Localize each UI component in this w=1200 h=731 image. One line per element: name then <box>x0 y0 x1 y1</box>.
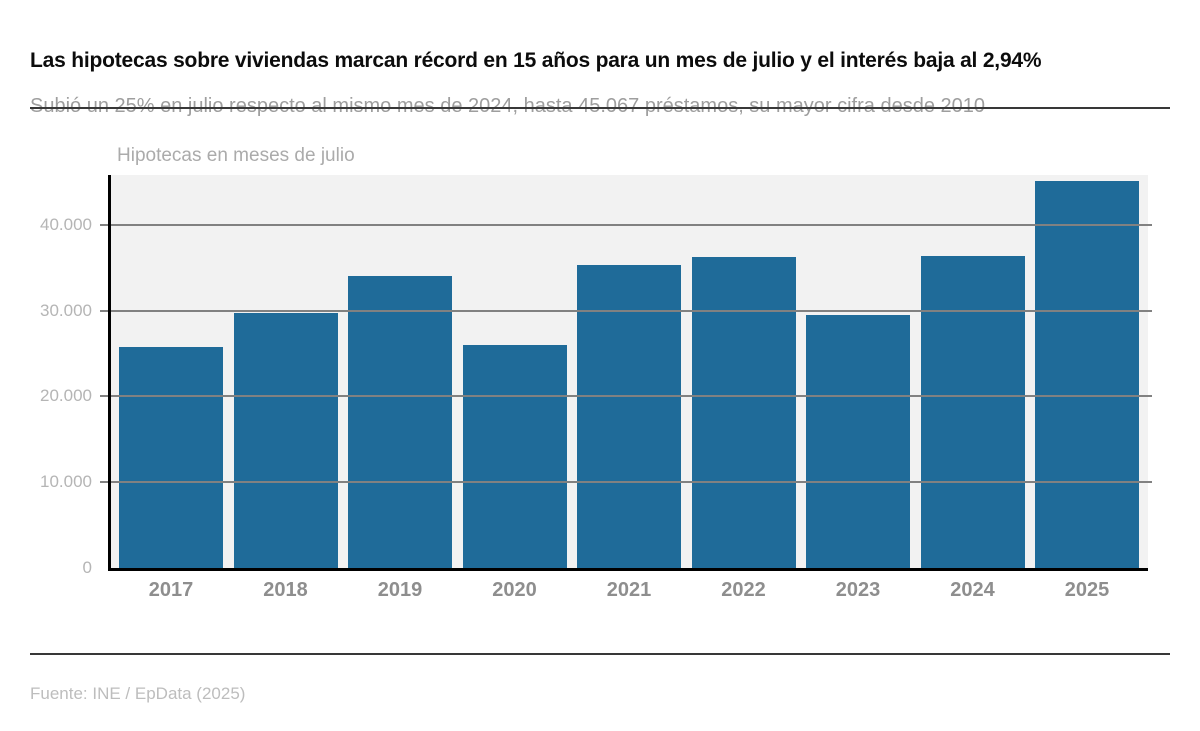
bar-2022[interactable] <box>691 257 796 568</box>
gridline-40000 <box>100 224 1152 226</box>
x-axis-line <box>108 568 1148 571</box>
gridline-10000 <box>100 481 1152 483</box>
x-tick-label-2018: 2018 <box>263 579 308 601</box>
bar-2024[interactable] <box>920 256 1025 568</box>
y-tick-label-0: 0 <box>82 558 92 577</box>
y-tick-label-40000: 40.000 <box>40 215 92 234</box>
source-attribution: Fuente: INE / EpData (2025) <box>30 684 246 703</box>
x-tick-label-2022: 2022 <box>721 579 766 601</box>
bar-2020[interactable] <box>462 345 567 568</box>
bar-2019[interactable] <box>348 276 452 568</box>
x-tick-label-2020: 2020 <box>492 579 537 601</box>
bar-2021[interactable] <box>577 265 681 568</box>
x-tick-label-2023: 2023 <box>835 579 881 601</box>
x-tick-label-2021: 2021 <box>606 579 652 601</box>
bar-2025[interactable] <box>1035 181 1139 568</box>
chart-title: Hipotecas en meses de julio <box>117 145 355 166</box>
header-divider <box>30 107 1170 109</box>
bar-2017[interactable] <box>119 347 223 568</box>
gridline-20000 <box>100 395 1152 397</box>
bar-2018[interactable] <box>233 313 338 568</box>
page-subtitle: Subió un 25% en julio respecto al mismo … <box>30 95 985 117</box>
gridline-30000 <box>100 310 1152 312</box>
y-tick-label-10000: 10.000 <box>40 472 92 491</box>
x-tick-label-2017: 2017 <box>148 579 194 601</box>
bar-2023[interactable] <box>806 315 910 568</box>
x-tick-label-2024: 2024 <box>950 579 995 601</box>
x-tick-label-2025: 2025 <box>1064 579 1110 601</box>
page-title: Las hipotecas sobre viviendas marcan réc… <box>30 49 1042 73</box>
y-tick-label-20000: 20.000 <box>40 386 92 405</box>
x-tick-label-2019: 2019 <box>377 579 423 601</box>
y-axis-line <box>108 175 111 571</box>
footer-divider <box>30 653 1170 655</box>
plot-area <box>111 175 1148 568</box>
y-tick-label-30000: 30.000 <box>40 301 92 320</box>
